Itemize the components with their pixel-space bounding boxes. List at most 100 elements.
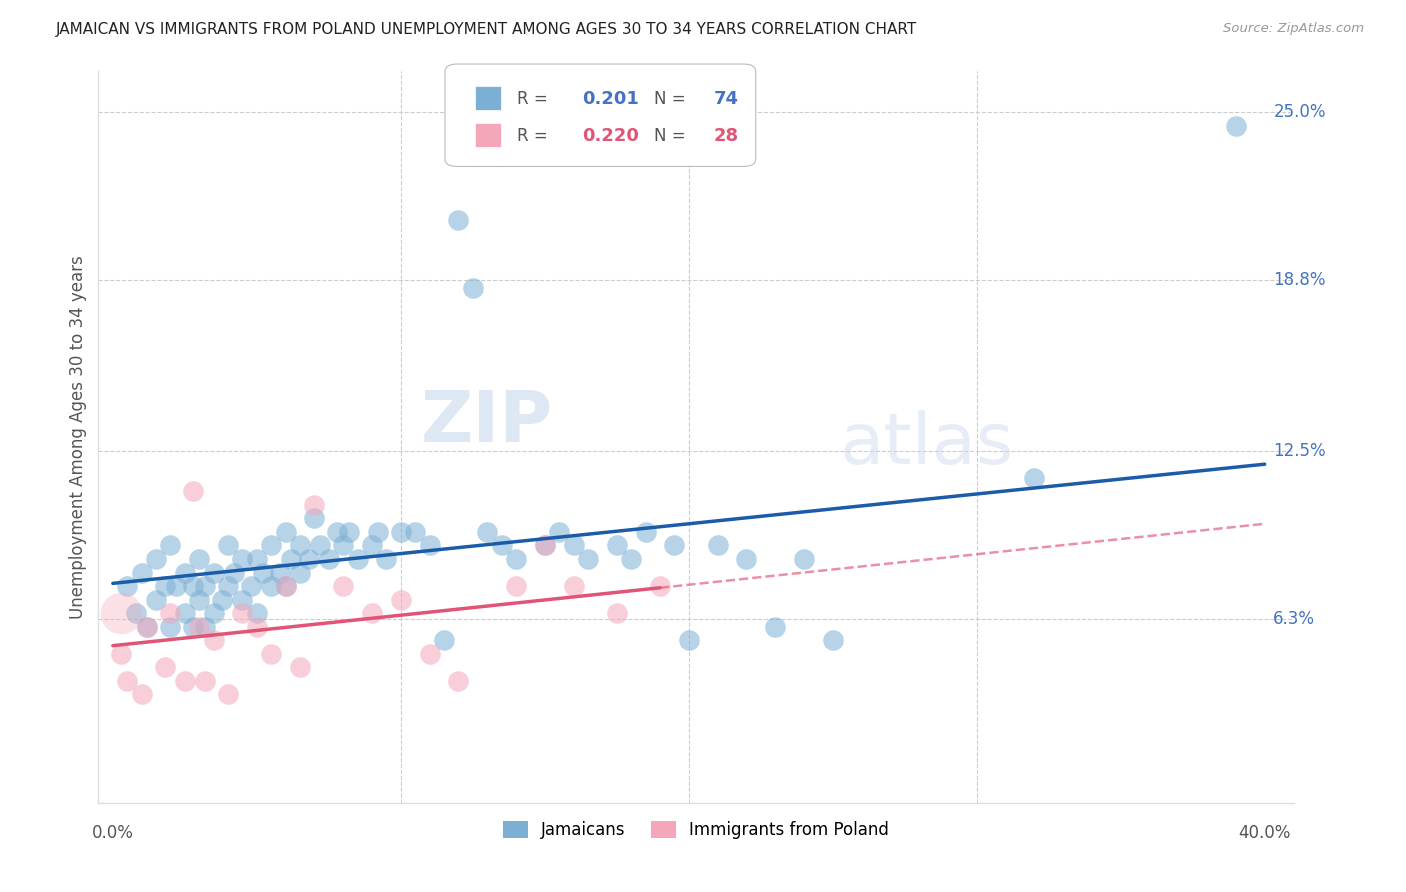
Point	[461, 281, 484, 295]
Point	[260, 647, 283, 661]
Point	[280, 552, 302, 566]
Point	[375, 552, 398, 566]
Point	[274, 524, 297, 539]
Point	[447, 673, 470, 688]
Legend: Jamaicans, Immigrants from Poland: Jamaicans, Immigrants from Poland	[496, 814, 896, 846]
Text: JAMAICAN VS IMMIGRANTS FROM POLAND UNEMPLOYMENT AMONG AGES 30 TO 34 YEARS CORREL: JAMAICAN VS IMMIGRANTS FROM POLAND UNEMP…	[56, 22, 918, 37]
Point	[304, 511, 326, 525]
Point	[131, 688, 153, 702]
Point	[433, 633, 456, 648]
Point	[332, 538, 354, 552]
Text: ZIP: ZIP	[420, 388, 553, 457]
Point	[145, 552, 167, 566]
Point	[217, 688, 239, 702]
Point	[505, 579, 527, 593]
Point	[202, 566, 225, 580]
Text: atlas: atlas	[839, 410, 1014, 479]
Point	[231, 606, 253, 620]
Point	[505, 552, 527, 566]
Point	[136, 620, 159, 634]
Text: 0.220: 0.220	[582, 127, 640, 145]
Point	[188, 620, 211, 634]
Point	[404, 524, 426, 539]
Point	[361, 606, 384, 620]
Text: 12.5%: 12.5%	[1274, 442, 1326, 459]
Point	[821, 633, 844, 648]
Text: 28: 28	[714, 127, 740, 145]
Point	[288, 538, 311, 552]
Point	[606, 538, 628, 552]
Point	[173, 606, 195, 620]
Point	[419, 647, 441, 661]
Point	[606, 606, 628, 620]
Bar	[475, 86, 501, 110]
Point	[260, 579, 283, 593]
Point	[183, 484, 205, 499]
Point	[326, 524, 349, 539]
Point	[115, 673, 138, 688]
Point	[153, 660, 176, 674]
Point	[260, 538, 283, 552]
Text: R =: R =	[517, 127, 553, 145]
Point	[246, 552, 269, 566]
Point	[763, 620, 786, 634]
Point	[194, 579, 217, 593]
Point	[309, 538, 332, 552]
Text: R =: R =	[517, 90, 553, 108]
Point	[620, 552, 643, 566]
Point	[706, 538, 728, 552]
Bar	[475, 122, 501, 146]
Point	[211, 592, 233, 607]
Point	[332, 579, 354, 593]
Point	[153, 579, 176, 593]
Text: 74: 74	[714, 90, 740, 108]
Point	[188, 552, 211, 566]
Point	[159, 538, 181, 552]
Point	[110, 647, 132, 661]
Point	[274, 579, 297, 593]
FancyBboxPatch shape	[446, 64, 756, 167]
Point	[1225, 119, 1247, 133]
Point	[346, 552, 368, 566]
Point	[318, 552, 340, 566]
Point	[202, 606, 225, 620]
Point	[678, 633, 700, 648]
Text: 6.3%: 6.3%	[1274, 609, 1316, 628]
Point	[288, 660, 311, 674]
Point	[793, 552, 815, 566]
Point	[173, 566, 195, 580]
Point	[183, 579, 205, 593]
Point	[288, 566, 311, 580]
Point	[115, 579, 138, 593]
Point	[361, 538, 384, 552]
Point	[165, 579, 187, 593]
Point	[110, 606, 132, 620]
Point	[145, 592, 167, 607]
Point	[562, 579, 585, 593]
Point	[222, 566, 245, 580]
Point	[389, 524, 412, 539]
Point	[389, 592, 412, 607]
Point	[125, 606, 148, 620]
Point	[548, 524, 571, 539]
Text: N =: N =	[654, 90, 690, 108]
Text: 0.0%: 0.0%	[91, 824, 134, 842]
Point	[477, 524, 499, 539]
Point	[491, 538, 513, 552]
Text: 0.201: 0.201	[582, 90, 640, 108]
Y-axis label: Unemployment Among Ages 30 to 34 years: Unemployment Among Ages 30 to 34 years	[69, 255, 87, 619]
Text: 18.8%: 18.8%	[1274, 271, 1326, 289]
Point	[194, 620, 217, 634]
Point	[447, 213, 470, 227]
Point	[231, 592, 253, 607]
Point	[217, 538, 239, 552]
Point	[217, 579, 239, 593]
Point	[533, 538, 555, 552]
Text: 40.0%: 40.0%	[1239, 824, 1291, 842]
Point	[269, 566, 291, 580]
Point	[131, 566, 153, 580]
Point	[304, 498, 326, 512]
Text: 25.0%: 25.0%	[1274, 103, 1326, 121]
Point	[183, 620, 205, 634]
Point	[246, 606, 269, 620]
